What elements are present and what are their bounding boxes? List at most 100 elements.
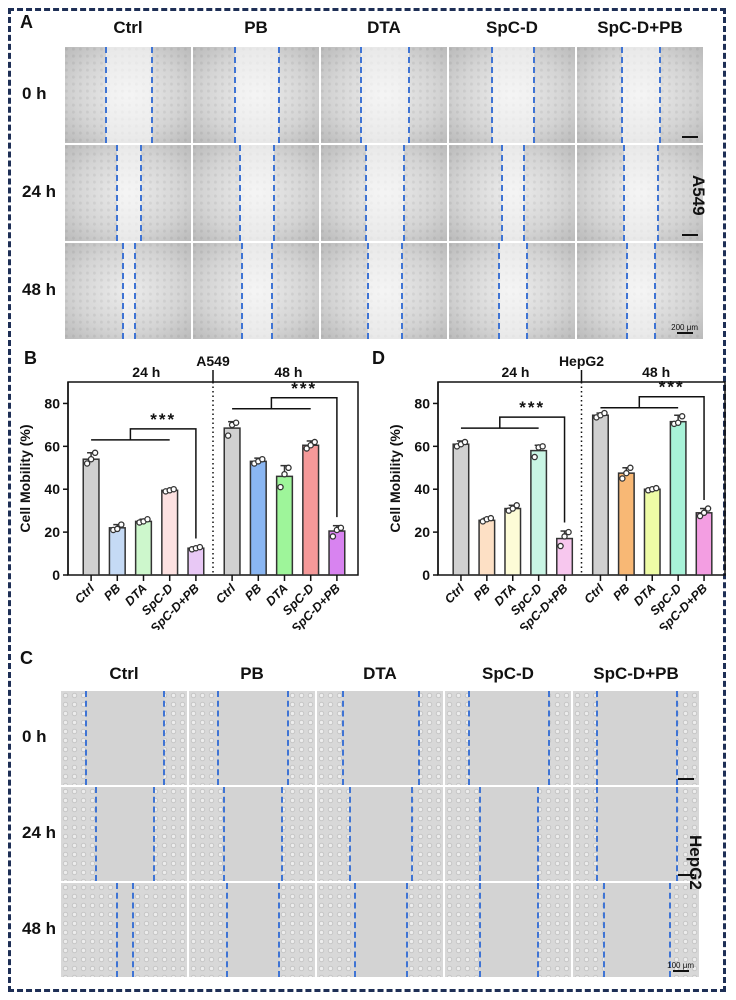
micrograph-hepg2-0h-ctrl [60,690,188,786]
scale-bar [678,778,694,780]
scratch-gap [480,883,538,977]
cell-line-label-hepg2: HepG2 [686,835,705,890]
y-tick-label: 40 [414,481,430,497]
bar-48h-pb [249,460,267,576]
micrograph-a549-0h-spc-d-pb [576,46,704,144]
micrograph-a549-0h-ctrl [64,46,192,144]
bar-48h-spc-d-pb [695,512,713,576]
micrograph-a549-48h-spc-d-pb: 200 μm [576,242,704,340]
micrograph-hepg2-48h-ctrl [60,882,188,978]
scratch-gap [498,243,528,339]
bar-48h-dta [275,475,294,576]
wound-edge-left [341,691,344,785]
scale-bar: 100 μm [667,961,694,972]
wound-edge-right [152,787,155,881]
scratch-gap [596,691,678,785]
wound-edge-left [478,787,481,881]
data-point [83,460,91,467]
scratch-gap [502,145,524,241]
column-label-pb: PB [244,18,268,37]
wound-edge-right [140,145,143,241]
wound-edge-left [468,691,471,785]
y-tick-label: 60 [44,438,60,454]
data-point [619,475,626,482]
wound-edge-right [278,47,281,143]
significance-bracket [499,416,566,523]
data-point [224,432,232,439]
x-tick-label: PB [610,581,632,603]
wound-edge-left [603,883,606,977]
micrograph-a549-0h-spc-d [448,46,576,144]
data-point [601,409,608,417]
chart-d-hepg2: HepG2 24 h 48 h 0 20 40 60 80 Cell Mobility (%) C… [387,353,726,630]
wound-edge-left [596,787,599,881]
data-point [674,419,682,426]
micrograph-a549-48h-pb [192,242,320,340]
bar-48h-spc-d [669,420,687,576]
wound-edge-right [654,243,657,339]
wound-edge-right [131,883,134,977]
wound-edge-right [656,145,659,241]
wound-edge-right [526,243,529,339]
data-point [623,469,630,477]
micrograph-a549-48h-ctrl [64,242,192,340]
wound-edge-left [84,691,87,785]
y-tick-label: 80 [44,395,60,411]
scale-bar [678,874,694,876]
data-point [557,542,564,550]
scratch-gap [234,47,280,143]
micrograph-a549-0h-pb [192,46,320,144]
data-point [565,528,572,536]
data-point [487,514,495,522]
wound-edge-right [287,691,290,785]
row-label-0h: 0 h [22,84,47,103]
significance-label: *** [519,398,545,417]
wound-edge-left [226,883,229,977]
chart-b-a549: A549 24 h 48 h 0 20 40 60 80 Cell Mobility (%) Ct… [17,353,359,630]
section-label: 48 h [274,364,302,380]
micrograph-hepg2-48h-dta [316,882,444,978]
bar-24h-spc-d-pb [187,547,205,576]
wound-edge-left [121,243,124,339]
scale-bar: 200 μm [671,323,698,334]
micrograph-a549-24h-spc-d [448,144,576,242]
section-label: 24 h [501,364,529,380]
micrograph-hepg2-0h-dta [316,690,444,786]
column-label-spc-d-pb: SpC-D+PB [597,18,683,37]
y-tick-label: 80 [414,395,430,411]
scratch-gap [367,243,403,339]
data-point [311,438,318,446]
scale-bar [682,234,698,236]
column-label-ctrl: Ctrl [109,664,139,683]
significance-bracket [638,395,705,500]
data-point [704,505,712,512]
panel-label-d: D [372,348,385,368]
micrograph-hepg2-0h-spc-d [444,690,572,786]
scratch-gap [117,883,133,977]
wound-edge-right [163,691,166,785]
wound-edge-left [104,47,107,143]
data-point [307,442,314,449]
wound-edge-left [497,243,500,339]
data-point [303,445,310,452]
wound-edge-left [348,787,351,881]
row-label-48h: 48 h [22,919,57,938]
bar-24h-dta [504,507,522,576]
scratch-gap [227,883,279,977]
wound-edge-right [401,243,404,339]
section-label: 24 h [132,364,160,380]
scale-bar-label: 200 μm [671,323,698,332]
scratch-gap [122,243,136,339]
wound-edge-left [233,47,236,143]
scratch-gap [105,47,153,143]
wound-edge-right [277,883,280,977]
micrograph-hepg2-24h-spc-d [444,786,572,882]
wound-edge-left [479,883,482,977]
data-point [627,464,634,472]
bar-24h-spc-d [530,449,548,576]
bar-48h-pb [617,472,635,576]
data-point [144,515,151,523]
wound-edge-left [595,691,598,785]
micrograph-hepg2-0h-spc-d-pb [572,690,700,786]
data-point [539,443,546,450]
